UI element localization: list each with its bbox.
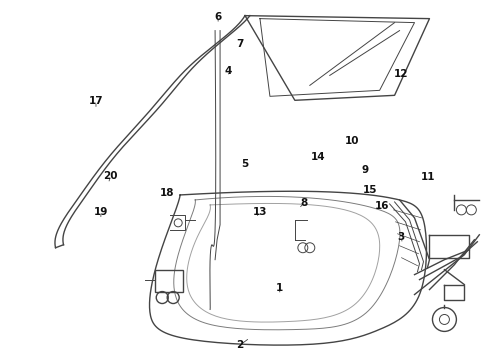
- Text: 14: 14: [311, 152, 325, 162]
- Text: 13: 13: [252, 207, 267, 217]
- Text: 8: 8: [300, 198, 307, 208]
- Text: 3: 3: [398, 232, 405, 242]
- Text: 9: 9: [361, 165, 368, 175]
- Text: 5: 5: [242, 159, 248, 169]
- Text: 15: 15: [362, 185, 377, 195]
- Text: 16: 16: [374, 201, 389, 211]
- Text: 11: 11: [421, 172, 436, 182]
- Text: 17: 17: [89, 96, 103, 106]
- Text: 1: 1: [275, 283, 283, 293]
- Text: 12: 12: [394, 69, 409, 79]
- Text: 2: 2: [237, 340, 244, 350]
- Text: 18: 18: [160, 188, 174, 198]
- Text: 7: 7: [237, 39, 244, 49]
- Text: 19: 19: [94, 207, 108, 217]
- Text: 10: 10: [345, 136, 360, 145]
- Bar: [155, 270, 183, 292]
- Text: 4: 4: [224, 66, 232, 76]
- Text: 6: 6: [215, 12, 222, 22]
- Text: 20: 20: [103, 171, 118, 181]
